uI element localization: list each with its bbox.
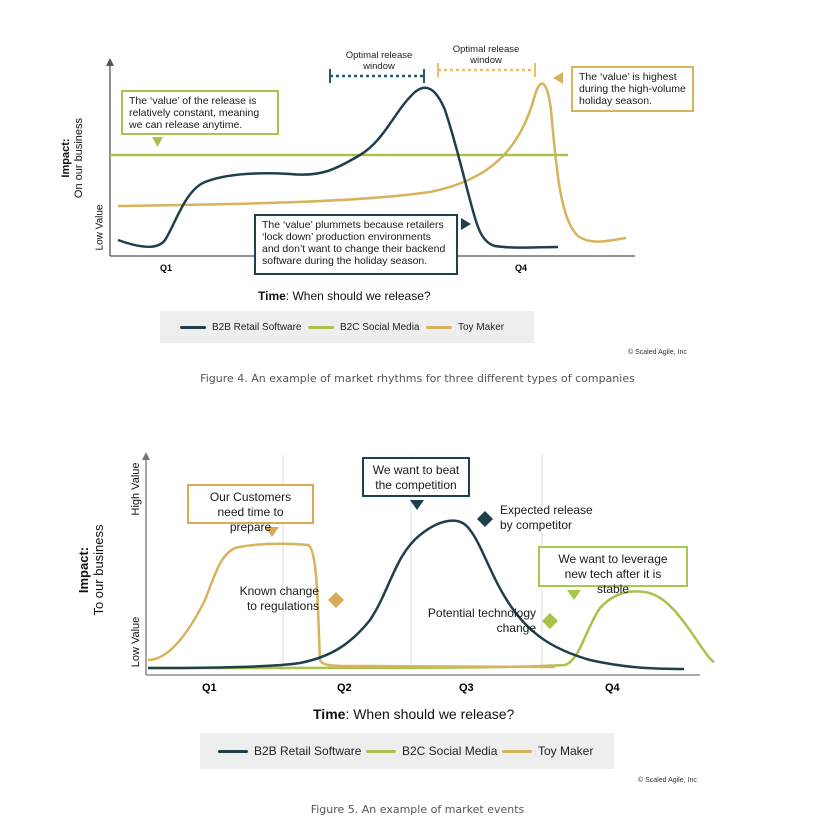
fig5-copyright: © Scaled Agile, Inc	[638, 777, 697, 784]
fig5-competitor-diamond	[477, 511, 493, 527]
fig4-x-axis-title: Time: When should we release?	[258, 289, 431, 303]
fig5-marker-competitor-label: Expected release by competitor	[500, 503, 593, 532]
fig4-annotation-b2c: The ‘value’ of the release is relatively…	[121, 90, 279, 135]
fig5-tick-q4: Q4	[605, 682, 620, 694]
fig4-b2b-arrow	[461, 218, 471, 230]
fig5-annotation-leverage: We want to leverage new tech after it is…	[538, 546, 688, 596]
fig4-tick-q1: Q1	[160, 263, 173, 273]
fig5-legend-b2c: B2C Social Media	[366, 744, 497, 758]
fig4-legend-toy: Toy Maker	[426, 322, 504, 333]
fig5-tick-q2: Q2	[337, 682, 352, 694]
fig5-b2c-curve	[147, 590, 715, 670]
fig5-y-axis-label: Impact: To our business	[76, 505, 106, 635]
fig4-legend-b2b-label: B2B Retail Software	[212, 322, 302, 333]
fig5-caption: Figure 5. An example of market events	[310, 803, 525, 816]
fig4-y-axis-arrow	[106, 58, 114, 66]
fig5-y-high-label: High Value	[130, 462, 142, 516]
fig5-annotation-beat: We want to beat the competition	[362, 457, 470, 497]
fig5-technology-diamond	[542, 613, 558, 629]
fig5-beat-arrow	[410, 500, 424, 510]
fig5-legend-b2c-label: B2C Social Media	[402, 744, 498, 758]
fig5-customers-arrow	[265, 527, 279, 537]
fig5-x-title-rest: : When should we release?	[345, 706, 515, 722]
fig4-window-b2b-label: Optimal release window	[345, 50, 413, 72]
fig5-y-axis-arrow	[142, 452, 150, 460]
fig4-annotation-toy: The ‘value’ is highest during the high-v…	[571, 66, 694, 112]
fig4-caption: Figure 4. An example of market rhythms f…	[200, 372, 635, 385]
fig4-legend-b2b-swatch	[180, 326, 206, 329]
fig4-x-title-rest: : When should we release?	[285, 289, 431, 303]
fig4-legend: B2B Retail Software B2C Social Media Toy…	[160, 311, 534, 343]
fig5-legend: B2B Retail Software B2C Social Media Toy…	[200, 733, 614, 769]
fig5-legend-toy: Toy Maker	[502, 744, 593, 758]
fig4-toy-arrow	[553, 72, 563, 84]
fig5-legend-b2c-swatch	[366, 749, 396, 753]
fig5-y-label-bold: Impact:	[76, 546, 91, 594]
fig4-b2b-curve	[117, 86, 559, 249]
fig5-leverage-arrow	[567, 590, 581, 600]
fig5-legend-b2b: B2B Retail Software	[218, 744, 361, 758]
fig5-x-axis-title: Time: When should we release?	[313, 706, 514, 722]
fig4-legend-b2c-label: B2C Social Media	[340, 322, 420, 333]
fig5-x-title-bold: Time	[313, 706, 346, 722]
fig4-legend-toy-label: Toy Maker	[458, 322, 505, 333]
fig5-y-label-sub: To our business	[91, 524, 106, 616]
fig5-tick-q1: Q1	[202, 682, 217, 694]
fig4-b2c-arrow	[152, 137, 163, 147]
fig5-b2b-curve	[147, 519, 685, 671]
fig5-regulations-diamond	[328, 592, 344, 608]
fig5-legend-b2b-swatch	[218, 749, 248, 753]
fig4-x-title-bold: Time	[258, 289, 286, 303]
fig4-tick-q4: Q4	[515, 263, 528, 273]
fig5-tick-q3: Q3	[459, 682, 474, 694]
fig4-copyright: © Scaled Agile, Inc	[628, 349, 687, 356]
fig4-legend-toy-swatch	[426, 326, 452, 329]
fig5-y-low-label: Low Value	[130, 616, 142, 668]
fig4-toy-maker-curve	[117, 82, 627, 243]
fig5-marker-technology-label: Potential technology change	[427, 606, 536, 635]
fig4-legend-b2b: B2B Retail Software	[180, 322, 302, 333]
fig5-legend-toy-label: Toy Maker	[538, 744, 594, 758]
fig4-legend-b2c: B2C Social Media	[308, 322, 419, 333]
fig4-annotation-b2b: The ‘value’ plummets because retailers ‘…	[254, 214, 458, 275]
fig5-annotation-customers: Our Customers need time to prepare	[187, 484, 314, 534]
fig5-legend-toy-swatch	[502, 749, 532, 753]
fig4-window-toy-label: Optimal release window	[452, 44, 520, 66]
fig5-toy-maker-curve	[147, 542, 556, 669]
fig4-legend-b2c-swatch	[308, 326, 334, 329]
fig5-legend-b2b-label: B2B Retail Software	[254, 744, 362, 758]
fig5-marker-regulations-label: Known change to regulations	[239, 584, 319, 613]
